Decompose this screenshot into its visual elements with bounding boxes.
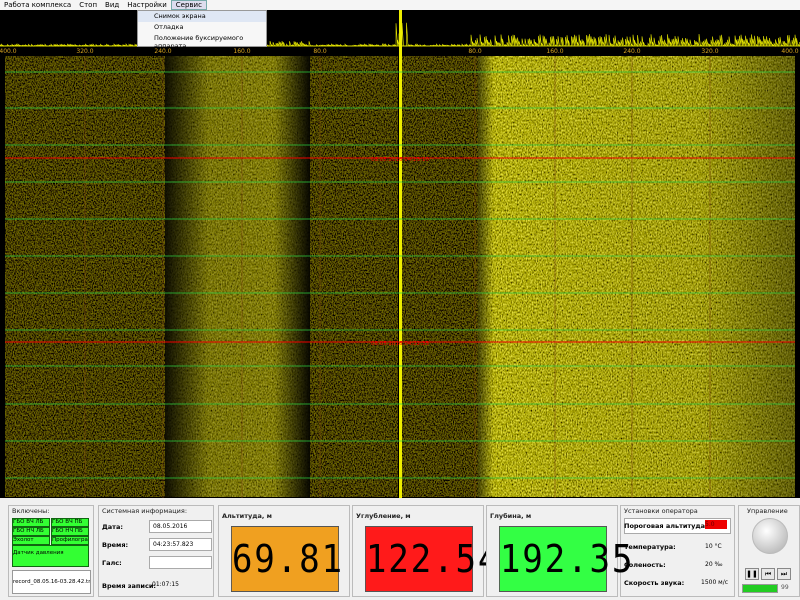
operator-panel: Установки оператора Пороговая альтитуда:… [620,505,735,597]
field-label: Соленость: [624,561,666,569]
field-label: Температура: [624,543,676,551]
file-name: record_08.05.16-03.28.42.trc [12,570,91,594]
progress-track [742,584,778,593]
field-value: 01:07:15 [152,581,179,588]
field-value: 20 ‰ [705,561,723,568]
gauge-value: 69.81 [231,526,342,592]
scale-label: 320.0 [701,48,718,55]
gauge-panel: Углубление, м 122.54 [352,505,498,597]
sensor[interactable]: Датчик давления [12,545,89,567]
device[interactable]: ГБО ВЧ ЛБ [12,518,50,527]
gauge-title: Альтитуда, м [222,512,272,520]
scale-label: 160.0 [546,48,563,55]
dropdown-item[interactable]: Отладка [154,23,184,31]
dropdown-item[interactable]: Снимок экрана [138,11,266,22]
control-panel: Управление ❚❚ ⏮ ⏭ 99 [738,505,800,597]
gauge-title: Углубление, м [356,512,411,520]
scale-label: 240.0 [623,48,640,55]
field-value[interactable]: 5.0 [705,520,727,529]
menu-item[interactable]: Настройки [127,1,167,9]
field-value: 04:23:57.823 [149,538,212,551]
dropdown-menu: Снимок экрана Отладка Положение буксируе… [137,10,267,50]
prev-button[interactable]: ⏮ [761,568,775,580]
scale-label: 400.0 [0,48,17,55]
progress-label: 99 [781,584,789,591]
menu-item[interactable]: Вид [105,1,120,9]
field-label: Время записи: [102,582,156,590]
seabed-shade [165,56,310,497]
progress-fill [743,585,777,592]
seabed-shade [478,56,795,497]
sonar-display: 400.0 320.0 240.0 160.0 80.0 80.0 160.0 240.0 32… [0,10,800,498]
marker-label: 08.05.2016 04:22:35 [371,341,429,347]
scale-label: 80.0 [468,48,482,55]
field-value [149,556,212,569]
system-panel: Системная информация: Дата: 08.05.2016 В… [98,505,214,597]
gauge-title: Глубина, м [490,512,532,520]
next-button[interactable]: ⏭ [777,568,791,580]
panel-title: Установки оператора [624,507,698,515]
scale-label: 320.0 [76,48,93,55]
device[interactable]: ГБО НЧ ЛБ [12,527,50,536]
field-label: Галс: [102,559,122,567]
gauge-panel: Глубина, м 192.35 [486,505,632,597]
marker-label: 08.05.2016 04:23:10 [371,157,429,163]
scale-label: 400.0 [781,48,798,55]
panel-title: Включены: [12,507,50,515]
dropdown-item[interactable]: Положение буксируемого аппарата [154,34,244,50]
gauge-value: 122.54 [365,526,498,592]
panel-title: Системная информация: [102,507,188,515]
gauge-value: 192.35 [499,526,632,592]
device[interactable]: Эхолот [12,536,50,545]
scale-label: 80.0 [313,48,327,55]
row-box [624,518,731,534]
field-value: 08.05.2016 [149,520,212,533]
speed-knob[interactable] [752,518,788,554]
field-label: Время: [102,541,129,549]
menu-bar: Работа комплекса Стоп Вид Настройки Серв… [0,0,800,10]
field-label: Скорость звука: [624,579,685,587]
scale-label: 160.0 [233,48,250,55]
field-label: Дата: [102,523,123,531]
enabled-panel: Включены: ГБО ВЧ ЛБ ГБО ВЧ ПБ ГБО НЧ ЛБ … [8,505,94,597]
gauge-panel: Альтитуда, м 69.81 [218,505,350,597]
pause-button[interactable]: ❚❚ [745,568,759,580]
device[interactable]: Профилограф [51,536,89,545]
amplitude-trace [0,22,800,48]
menu-item[interactable]: Сервис [170,0,207,10]
nadir-line [399,10,402,498]
device[interactable]: ГБО ВЧ ПБ [51,518,89,527]
field-value: 1500 м/с [701,579,729,586]
field-value: 10 °C [705,543,722,550]
scale-label: 240.0 [154,48,171,55]
menu-item[interactable]: Стоп [79,1,98,9]
device[interactable]: ГБО НЧ ПБ [51,527,89,536]
panel-title: Управление [747,507,788,515]
field-label: Пороговая альтитуда: [624,522,708,530]
menu-item[interactable]: Работа комплекса [4,1,72,9]
